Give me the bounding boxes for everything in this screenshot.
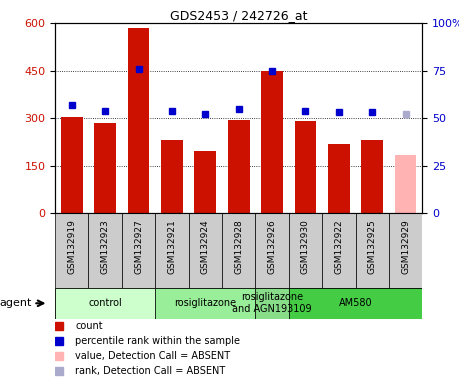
Bar [55,213,89,288]
Text: GSM132929: GSM132929 [401,219,410,274]
Text: GSM132923: GSM132923 [101,219,110,274]
Text: rosiglitazone
and AGN193109: rosiglitazone and AGN193109 [232,293,312,314]
Bar [389,213,422,288]
Bar [61,117,83,213]
Bar [295,121,316,213]
Bar [128,28,149,213]
Bar [361,140,383,213]
Text: rank, Detection Call = ABSENT: rank, Detection Call = ABSENT [75,366,225,376]
Bar [122,213,155,288]
Text: GSM132924: GSM132924 [201,219,210,274]
Text: GSM132926: GSM132926 [268,219,277,274]
Bar [222,213,255,288]
Text: GSM132922: GSM132922 [334,219,343,274]
Bar [55,288,155,319]
Text: GSM132930: GSM132930 [301,219,310,274]
Title: GDS2453 / 242726_at: GDS2453 / 242726_at [170,9,308,22]
Text: agent: agent [0,298,32,308]
Bar [228,120,250,213]
Text: GSM132925: GSM132925 [368,219,377,274]
Bar [161,140,183,213]
Bar [189,213,222,288]
Bar [255,288,289,319]
Text: value, Detection Call = ABSENT: value, Detection Call = ABSENT [75,351,230,361]
Bar [155,288,255,319]
Bar [89,213,122,288]
Text: GSM132928: GSM132928 [234,219,243,274]
Bar [261,71,283,213]
Text: count: count [75,321,103,331]
Bar [356,213,389,288]
Bar [155,213,189,288]
Bar [289,288,422,319]
Bar [289,213,322,288]
Text: GSM132919: GSM132919 [67,219,76,274]
Text: GSM132921: GSM132921 [168,219,176,274]
Bar [195,151,216,213]
Text: rosiglitazone: rosiglitazone [174,298,236,308]
Text: GSM132927: GSM132927 [134,219,143,274]
Bar [322,213,356,288]
Bar [328,144,350,213]
Bar [395,155,416,213]
Bar [94,123,116,213]
Text: control: control [88,298,122,308]
Text: percentile rank within the sample: percentile rank within the sample [75,336,240,346]
Bar [255,213,289,288]
Text: AM580: AM580 [339,298,372,308]
